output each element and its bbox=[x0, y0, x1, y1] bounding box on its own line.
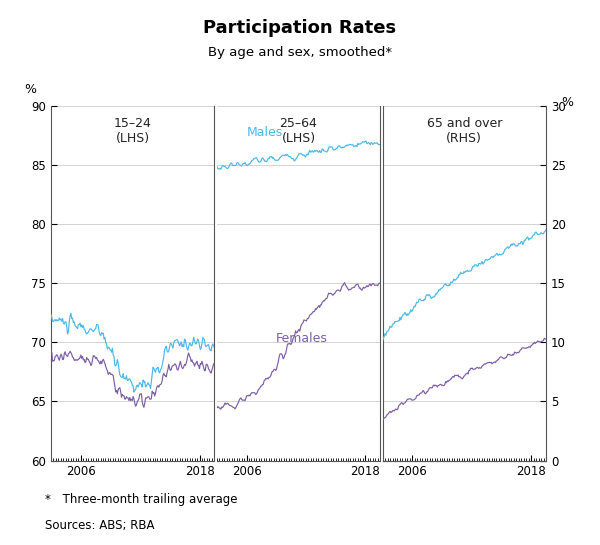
Text: Sources: ABS; RBA: Sources: ABS; RBA bbox=[45, 519, 155, 532]
Text: 65 and over
(RHS): 65 and over (RHS) bbox=[427, 117, 502, 145]
Text: 15–24
(LHS): 15–24 (LHS) bbox=[114, 117, 152, 145]
Text: Males: Males bbox=[247, 126, 283, 139]
Text: 25–64
(LHS): 25–64 (LHS) bbox=[280, 117, 317, 145]
Y-axis label: %: % bbox=[561, 96, 573, 108]
Y-axis label: %: % bbox=[24, 83, 36, 96]
Text: Participation Rates: Participation Rates bbox=[203, 19, 397, 37]
Text: By age and sex, smoothed*: By age and sex, smoothed* bbox=[208, 46, 392, 59]
Text: Females: Females bbox=[276, 332, 328, 346]
Text: * Three-month trailing average: * Three-month trailing average bbox=[45, 493, 238, 506]
